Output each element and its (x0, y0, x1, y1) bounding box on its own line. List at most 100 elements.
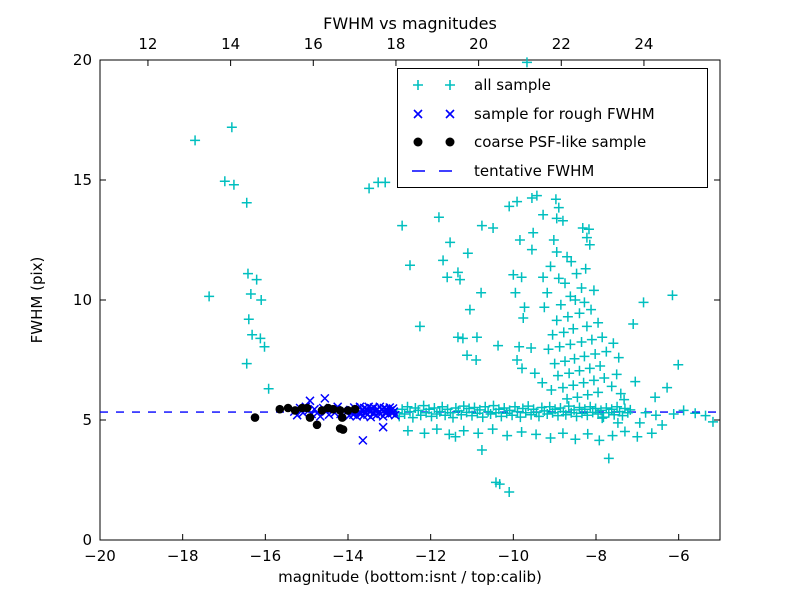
data-point (302, 403, 312, 413)
data-point (545, 433, 556, 443)
data-point (542, 409, 553, 419)
data-point (547, 329, 558, 340)
data-point (650, 392, 661, 403)
data-point (487, 424, 498, 435)
data-point (606, 381, 617, 392)
data-point (581, 232, 592, 243)
data-point (553, 273, 564, 284)
y-tick-label: 5 (82, 411, 92, 429)
data-point (574, 402, 585, 413)
top-x-tick-label: 18 (386, 35, 405, 53)
data-point (426, 411, 437, 422)
data-point (533, 411, 544, 422)
data-point (312, 420, 322, 430)
data-point (512, 355, 523, 365)
series-plus (190, 57, 718, 497)
data-point (577, 223, 588, 233)
data-point (447, 412, 458, 423)
x-tick-label: −14 (332, 547, 364, 565)
data-point (445, 237, 456, 248)
data-point (496, 411, 507, 422)
data-point (429, 403, 440, 413)
data-point (419, 428, 430, 439)
data-point (514, 341, 525, 352)
data-point (585, 401, 596, 412)
data-point (608, 338, 619, 349)
data-point (434, 406, 445, 417)
data-point (415, 410, 426, 421)
data-point (458, 401, 469, 412)
y-tick-label: 20 (73, 51, 92, 69)
data-point (320, 393, 330, 403)
data-point (638, 297, 649, 308)
x-tick-label: −18 (167, 547, 199, 565)
data-point (259, 341, 270, 352)
data-point (668, 409, 679, 419)
data-point (590, 403, 601, 414)
data-point (562, 311, 573, 322)
data-point (518, 313, 529, 323)
plus-marker-icon (413, 80, 455, 91)
data-point (397, 220, 408, 231)
data-point (474, 404, 485, 415)
data-point (243, 314, 254, 325)
data-point (476, 220, 487, 231)
data-point (560, 356, 570, 367)
data-point (413, 405, 424, 416)
data-point (590, 349, 601, 359)
data-point (549, 358, 560, 369)
legend-entry-coarse-psf: coarse PSF-like sample (398, 128, 707, 156)
data-point (615, 388, 626, 399)
data-point (462, 248, 473, 259)
data-point (552, 370, 563, 381)
data-point (245, 289, 256, 299)
data-point (433, 212, 444, 223)
data-point (241, 197, 252, 208)
data-point (700, 410, 711, 421)
data-point (477, 412, 488, 423)
data-point (578, 377, 589, 388)
data-point (690, 408, 701, 419)
data-point (551, 315, 562, 326)
data-point (595, 405, 606, 416)
data-point (583, 224, 594, 235)
data-point (628, 319, 639, 329)
data-point (464, 304, 475, 315)
data-point (593, 387, 604, 398)
data-point (305, 413, 315, 422)
data-point (598, 412, 609, 423)
data-point (612, 417, 623, 428)
data-point (548, 235, 559, 245)
data-point (557, 382, 568, 393)
data-point (554, 341, 565, 352)
y-axis-label: FWHM (pix) (28, 257, 46, 344)
data-point (667, 290, 678, 301)
data-point (563, 401, 574, 412)
data-point (255, 333, 266, 344)
data-point (226, 122, 237, 133)
x-tick-label: −6 (668, 547, 690, 565)
data-point (263, 383, 274, 394)
data-point (613, 352, 624, 363)
data-point (469, 402, 480, 413)
data-point (338, 425, 348, 434)
top-x-tick-label: 12 (138, 35, 157, 53)
data-point (473, 428, 484, 439)
data-point (707, 416, 718, 427)
data-point (582, 389, 593, 400)
data-point (471, 332, 482, 343)
data-point (424, 404, 435, 415)
x-tick-label: −8 (585, 547, 607, 565)
data-point (531, 190, 542, 201)
data-point (570, 295, 581, 305)
x-tick-label: −10 (498, 547, 530, 565)
data-point (335, 406, 345, 415)
legend-label: all sample (474, 76, 551, 95)
data-point (544, 401, 555, 412)
data-point (499, 403, 510, 413)
data-point (241, 358, 252, 369)
data-point (438, 255, 449, 266)
data-point (494, 479, 505, 490)
data-point (528, 227, 539, 238)
